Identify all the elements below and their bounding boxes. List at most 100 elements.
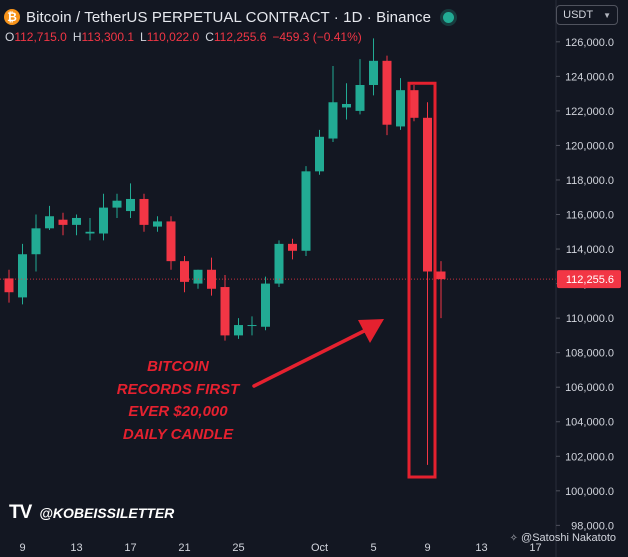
candle-body: [207, 269, 216, 289]
candle-body: [382, 60, 392, 125]
candle: [99, 193, 108, 241]
candle-body: [355, 84, 365, 111]
x-tick-label: 13: [475, 542, 487, 554]
y-tick-label: 120,000.0: [565, 140, 614, 152]
candle-body: [274, 243, 284, 284]
open-value: 112,715.0: [14, 30, 67, 44]
candles-layer: [4, 38, 446, 465]
high-label: H: [72, 30, 82, 44]
candle: [58, 212, 68, 236]
candle-body: [409, 90, 419, 118]
currency-selector[interactable]: USDT ▼: [556, 5, 618, 25]
x-tick-label: 9: [424, 542, 430, 554]
credit: ✧ @Satoshi Nakatoto: [510, 532, 616, 544]
candle: [207, 257, 216, 296]
candle: [261, 276, 270, 331]
chart-header: ₿ Bitcoin / TetherUS PERPETUAL CONTRACT …: [4, 6, 455, 28]
candle-body: [423, 117, 432, 272]
x-tick-label: Oct: [311, 542, 328, 554]
candle: [315, 129, 324, 175]
price-tag-background: [557, 270, 621, 289]
high-value: 113,300.1: [81, 30, 135, 44]
highlight-box: [407, 81, 437, 479]
candle: [409, 84, 419, 122]
chevron-down-icon: ▼: [603, 10, 611, 20]
candle: [31, 214, 41, 272]
annotation-line: BITCOIN: [147, 358, 209, 375]
y-tick-label: 110,000.0: [566, 313, 614, 325]
candle: [153, 216, 162, 232]
y-tick-label: 116,000.0: [566, 210, 614, 222]
price-tag-label: 112,255.6: [566, 274, 614, 286]
open-label: O: [5, 30, 15, 44]
annotation-line: DAILY CANDLE: [122, 425, 234, 443]
candle-body: [72, 217, 81, 225]
candle: [18, 243, 27, 305]
currency-label: USDT: [563, 9, 594, 21]
candle-body: [342, 103, 351, 108]
x-tick-label: 13: [70, 542, 82, 554]
candle: [180, 255, 189, 293]
bitcoin-icon: ₿: [4, 9, 20, 25]
symbol-title[interactable]: Bitcoin / TetherUS PERPETUAL CONTRACT · …: [26, 8, 432, 26]
candle-body: [247, 325, 257, 327]
candle: [369, 38, 378, 96]
candle-body: [220, 287, 230, 336]
candle-body: [315, 136, 324, 172]
candle-body: [112, 200, 122, 208]
candle-body: [99, 207, 108, 234]
low-label: L: [140, 30, 147, 44]
candle-body: [328, 102, 338, 139]
candle-body: [180, 261, 189, 282]
x-tick-label: 17: [124, 542, 136, 554]
credit-text: @Satoshi Nakatoto: [521, 532, 616, 544]
arrow-shaft: [252, 329, 366, 388]
annotation-text: BITCOIN RECORDS FIRST EVER $20,000 DAILY…: [108, 356, 248, 446]
last-price-tag: 112,255.6: [557, 270, 621, 289]
ohlc-legend: O112,715.0 H113,300.1 L110,022.0 C112,25…: [5, 30, 362, 44]
candle: [288, 238, 297, 260]
candle-body: [436, 271, 446, 280]
change-value: −459.3 (−0.41%): [272, 30, 362, 44]
tradingview-logo-icon: TV: [9, 502, 32, 523]
candle: [72, 214, 81, 236]
annotation-line: EVER $20,000: [128, 403, 228, 420]
candle: [45, 205, 54, 231]
candle-body: [4, 278, 14, 293]
candle: [396, 78, 405, 130]
candle-body: [261, 283, 270, 327]
candle: [247, 316, 257, 336]
candle-body: [396, 90, 405, 127]
time-axis[interactable]: 9 13 17 21 25 Oct 5 9 13 17: [19, 542, 541, 554]
x-tick-label: 5: [370, 542, 376, 554]
close-value: 112,255.6: [213, 30, 267, 44]
annotation-line: RECORDS FIRST: [116, 380, 240, 398]
y-tick-label: 100,000.0: [565, 486, 614, 498]
candle-body: [126, 198, 135, 212]
x-tick-label: 9: [19, 542, 25, 554]
candle: [234, 318, 243, 339]
annotation-arrow: [252, 319, 384, 388]
x-tick-label: 25: [232, 542, 244, 554]
candle: [342, 83, 351, 120]
arrow-head: [358, 319, 384, 343]
candle-body: [288, 243, 297, 251]
x-tick-label: 17: [529, 542, 541, 554]
candle: [4, 269, 14, 303]
y-tick-label: 108,000.0: [565, 348, 614, 360]
candle-body: [369, 60, 378, 85]
y-tick-label: 114,000.0: [566, 244, 614, 256]
candle: [328, 65, 338, 142]
candle: [382, 55, 392, 136]
candle: [112, 193, 122, 218]
candle: [166, 216, 176, 270]
candle: [436, 261, 446, 319]
y-tick-label: 104,000.0: [565, 417, 614, 429]
candle: [301, 166, 311, 256]
candle-body: [31, 228, 41, 255]
low-value: 110,022.0: [146, 30, 200, 44]
price-axis[interactable]: 98,000.0 100,000.0 102,000.0 104,000.0 106,0…: [555, 0, 614, 557]
y-tick-label: 98,000.0: [571, 520, 614, 532]
candle: [139, 193, 149, 232]
